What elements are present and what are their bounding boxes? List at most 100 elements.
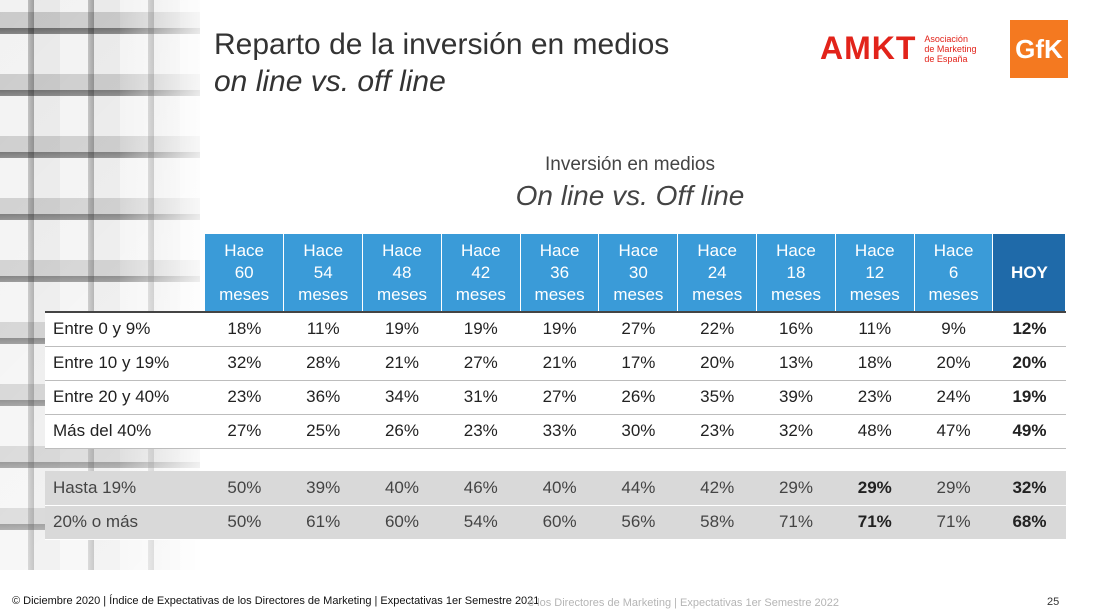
value-cell: 29% (756, 471, 836, 506)
footer-ghost-text: e los Directores de Marketing | Expectat… (528, 597, 840, 609)
row-label: Hasta 19% (45, 471, 205, 506)
value-cell: 29% (835, 471, 915, 506)
row-label: Más del 40% (45, 414, 205, 449)
column-header-line: 60 (234, 262, 254, 282)
amkt-logo: AMKT Asociación de Marketing de España (820, 30, 976, 67)
table-heading-line1: Inversión en medios (544, 154, 716, 175)
row-label: Entre 0 y 9% (45, 311, 205, 347)
value-cell: 27% (441, 346, 521, 381)
value-cell: 20% (677, 346, 757, 381)
page-number: 25 (1047, 596, 1060, 608)
value-cell: 17% (598, 346, 678, 381)
value-cell: 42% (677, 471, 757, 506)
footer: © Diciembre 2020 | Índice de Expectativa… (0, 583, 1094, 613)
column-header: Hace 6 meses (914, 234, 994, 312)
summary-row: Hasta 19% 50% 39% 40% 46% 40% 44% 42% 29% 29% 29% 3… (45, 471, 1066, 506)
column-header-line: meses (849, 284, 900, 304)
column-header-line: Hace (618, 240, 659, 260)
value-cell: 58% (677, 505, 757, 540)
value-cell: 27% (598, 311, 678, 347)
column-header-line: meses (928, 284, 979, 304)
column-header: Hace 60 meses (205, 234, 285, 312)
value-cell: 29% (914, 471, 993, 506)
value-cell: 60% (362, 505, 442, 540)
slide-title: Reparto de la inversión en medios on lin… (214, 28, 669, 102)
column-header-line: 54 (313, 262, 333, 282)
table-heading: Inversión en medios On line vs. Off line (480, 154, 780, 216)
value-cell: 54% (441, 505, 521, 540)
value-cell: 26% (598, 380, 678, 415)
column-header-line: 42 (471, 262, 491, 282)
value-cell: 35% (677, 380, 757, 415)
value-cell: 61% (283, 505, 363, 540)
column-header-line: 24 (707, 262, 727, 282)
value-cell: 11% (835, 311, 915, 347)
value-cell: 50% (205, 471, 284, 506)
table-row: Entre 10 y 19% 32% 28% 21% 27% 21% 17% 20% 13% 18… (45, 346, 1066, 381)
value-cell: 50% (205, 505, 284, 540)
column-header-line: meses (534, 284, 585, 304)
value-cell: 71% (914, 505, 993, 540)
table-row: Entre 20 y 40% 23% 36% 34% 31% 27% 26% 35% 39% 23… (45, 380, 1066, 415)
gfk-logo: GfK (1010, 20, 1068, 78)
column-header-line: 6 (948, 262, 959, 282)
value-cell: 27% (205, 414, 284, 449)
value-cell: 25% (283, 414, 363, 449)
row-label: Entre 10 y 19% (45, 346, 205, 381)
value-cell: 21% (362, 346, 442, 381)
column-header-line: meses (219, 284, 270, 304)
column-header-line: Hace (854, 240, 895, 260)
value-cell: 18% (835, 346, 915, 381)
investment-table: Hace 60 meses Hace 54 meses Hace 48 meses Hace 42 m… (45, 234, 1067, 540)
table-spacer (45, 448, 1066, 471)
column-header-line: 18 (786, 262, 806, 282)
amkt-wordmark: AMKT (820, 30, 917, 66)
value-cell: 56% (598, 505, 678, 540)
value-cell: 40% (520, 471, 599, 506)
hoy-cell: 20% (992, 346, 1066, 381)
value-cell: 19% (362, 311, 442, 347)
value-cell: 60% (520, 505, 599, 540)
column-header-line: meses (455, 284, 506, 304)
amkt-line1: Asociación (924, 33, 968, 44)
column-header-line: Hace (460, 240, 501, 260)
row-label: 20% o más (45, 505, 205, 540)
value-cell: 21% (520, 346, 599, 381)
hoy-cell: 68% (992, 505, 1066, 540)
value-cell: 71% (756, 505, 836, 540)
value-cell: 39% (756, 380, 836, 415)
table-row: Más del 40% 27% 25% 26% 23% 33% 30% 23% 32% 48% 47… (45, 414, 1066, 449)
title-sub: on line vs. off line (214, 65, 446, 98)
value-cell: 36% (283, 380, 363, 415)
column-header: Hace 54 meses (283, 234, 364, 312)
value-cell: 39% (283, 471, 363, 506)
amkt-line3: de España (924, 53, 968, 64)
column-header-line: Hace (539, 240, 580, 260)
value-cell: 28% (283, 346, 363, 381)
hoy-cell: 19% (992, 380, 1066, 415)
footer-copyright: © Diciembre 2020 | Índice de Expectativa… (12, 595, 540, 607)
column-header-line: Hace (303, 240, 344, 260)
value-cell: 19% (441, 311, 521, 347)
column-header-line: Hace (776, 240, 816, 260)
column-header-line: meses (770, 284, 822, 304)
value-cell: 47% (914, 414, 993, 449)
column-header-line: 30 (628, 262, 648, 282)
spacer-cell (45, 448, 1066, 471)
column-header: Hace 18 meses (756, 234, 836, 312)
column-header-line: Hace (224, 240, 264, 260)
value-cell: 32% (205, 346, 284, 381)
row-label: Entre 20 y 40% (45, 380, 205, 415)
value-cell: 23% (677, 414, 757, 449)
table-heading-line2: On line vs. Off line (515, 180, 745, 211)
column-header-line: meses (376, 284, 428, 304)
column-header: Hace 24 meses (677, 234, 758, 312)
value-cell: 30% (598, 414, 678, 449)
column-header-line: meses (613, 284, 664, 304)
title-main: Reparto de la inversión en medios (214, 28, 670, 61)
value-cell: 23% (441, 414, 521, 449)
column-header-line: meses (692, 284, 743, 304)
column-header: Hace 12 meses (835, 234, 915, 312)
column-header: Hace 36 meses (520, 234, 600, 312)
hoy-cell: 12% (992, 311, 1066, 347)
